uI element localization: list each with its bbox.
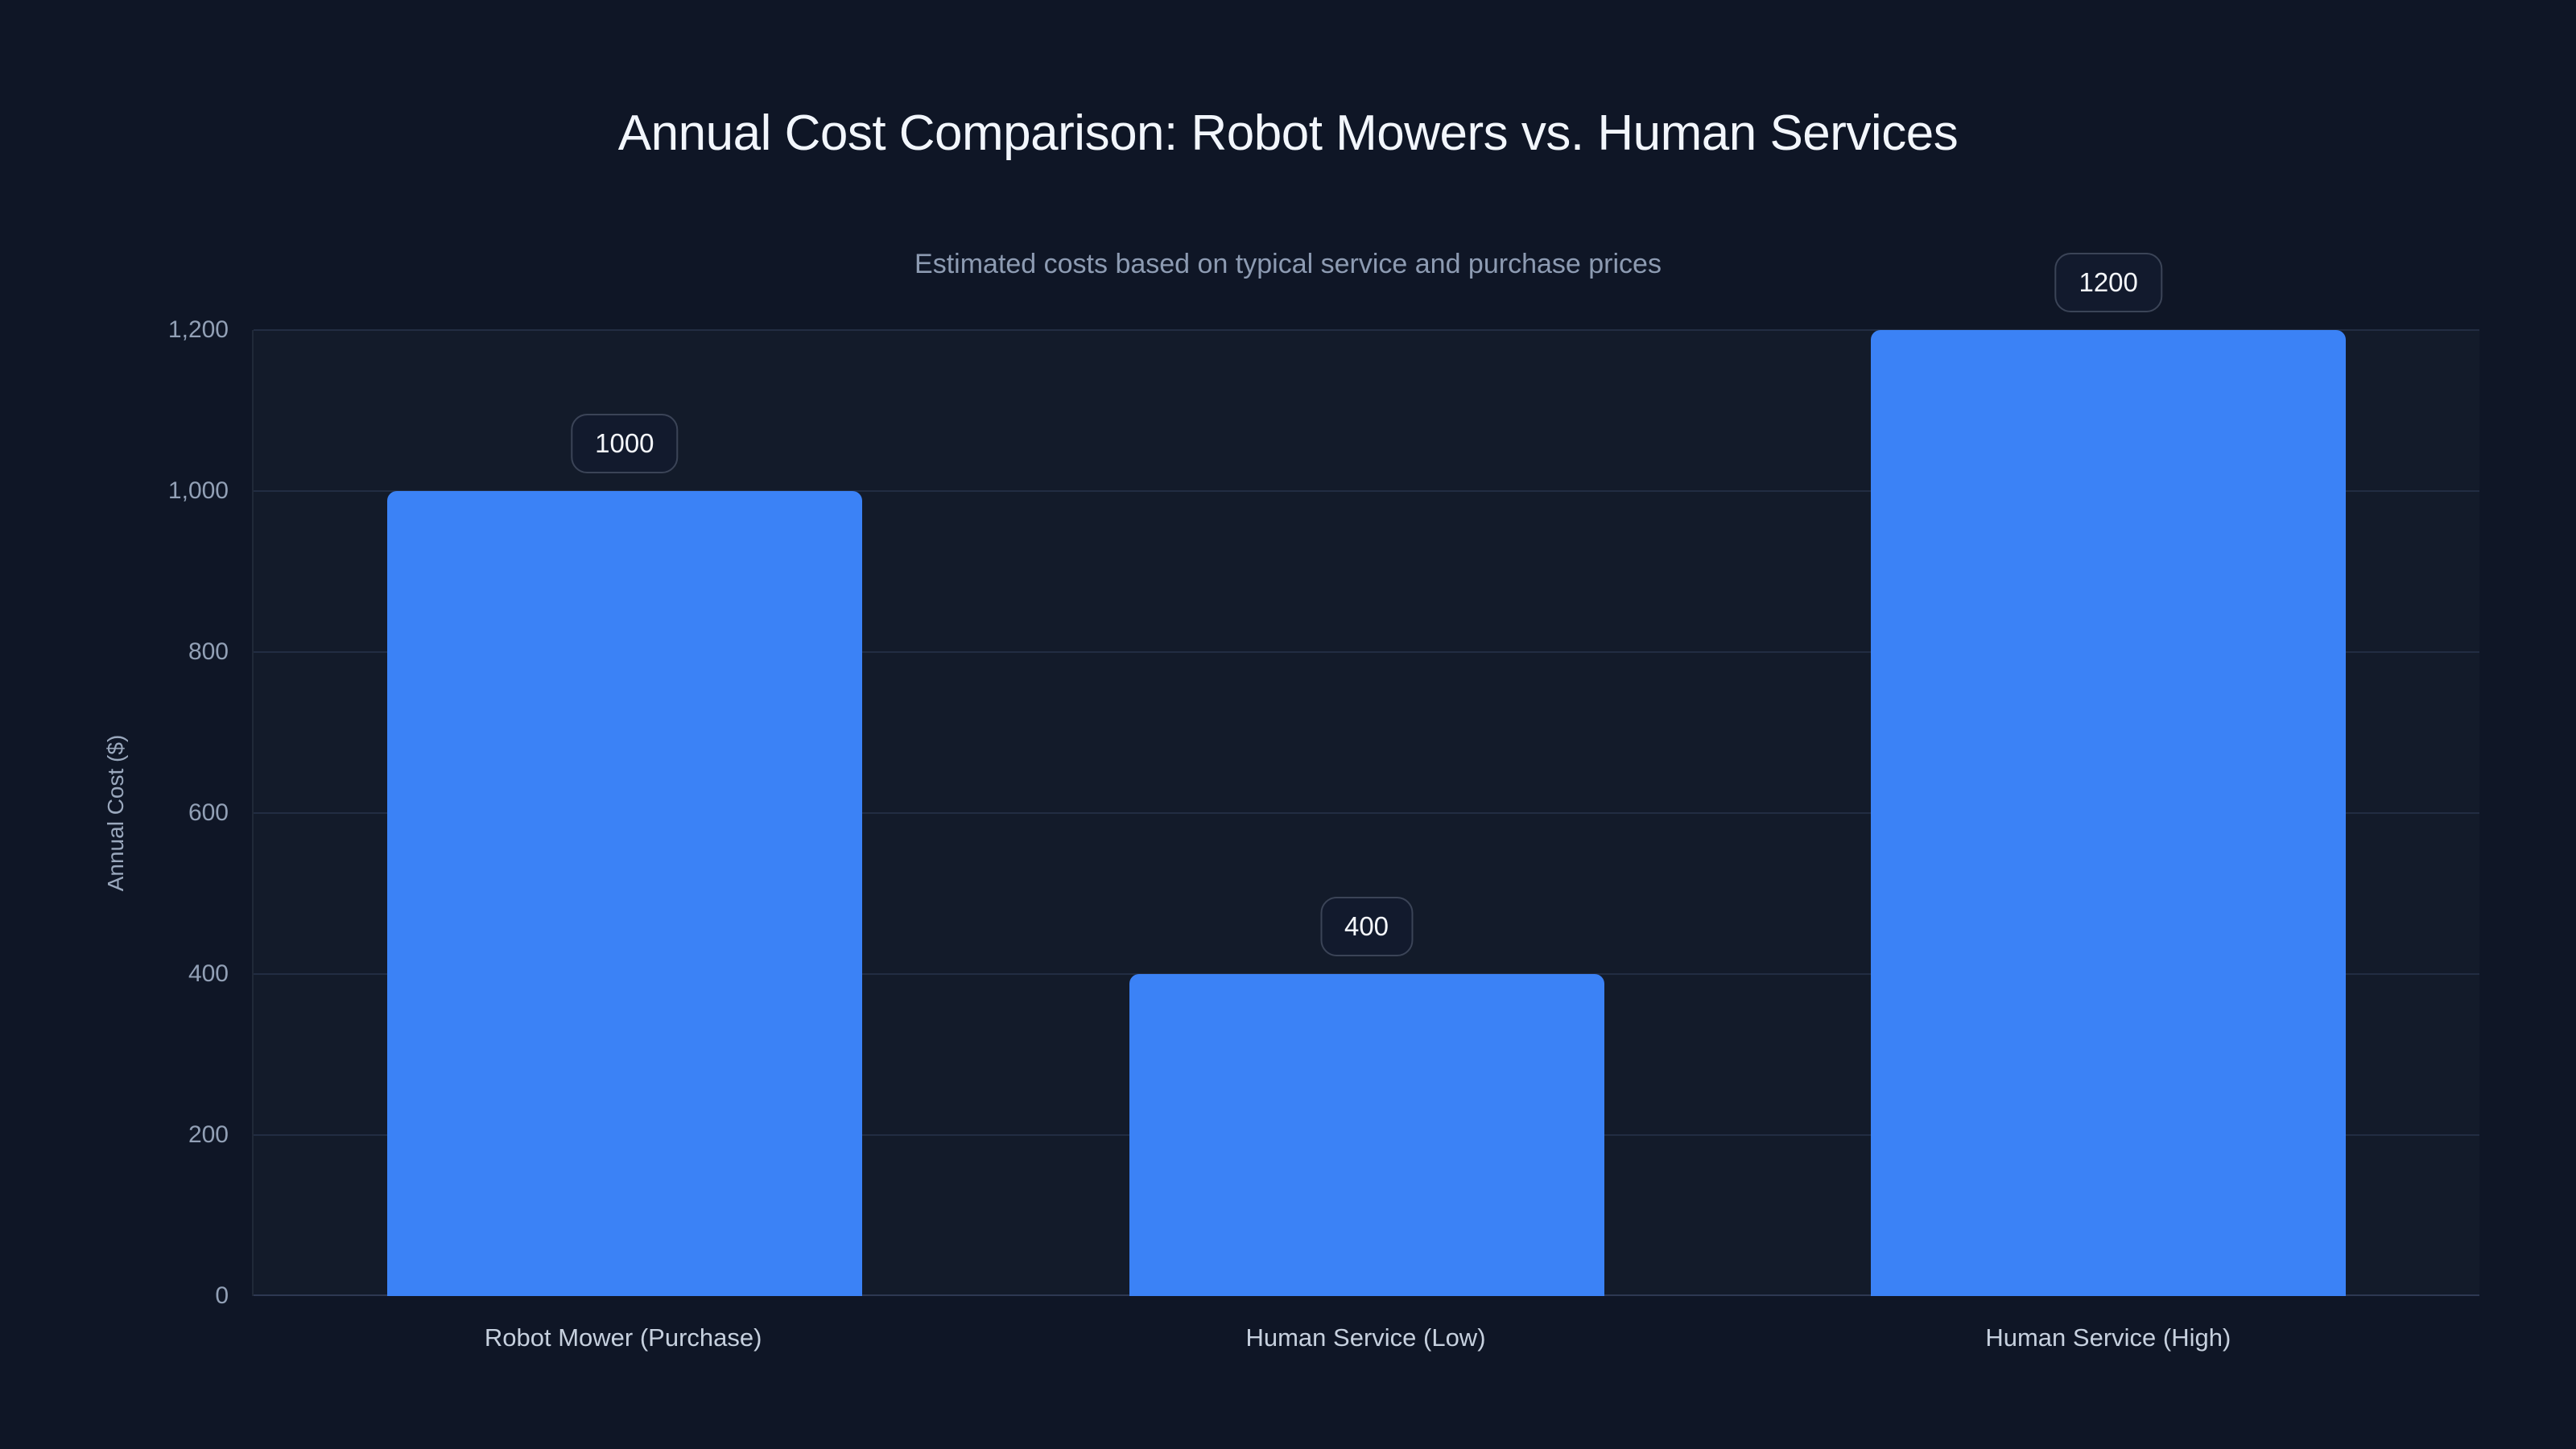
- value-badge: 400: [1319, 897, 1414, 956]
- y-axis-tick-label: 600: [188, 799, 229, 826]
- bar-series: 1000 400 1200: [254, 253, 2479, 1296]
- gridline: [254, 490, 2479, 492]
- bar-band: 1000: [254, 330, 996, 1296]
- bar-3[interactable]: [1871, 330, 2347, 1296]
- y-axis-tick-label: 1,000: [167, 477, 229, 504]
- chart-title: Annual Cost Comparison: Robot Mowers vs.…: [617, 105, 1959, 161]
- x-axis-label: Human Service (Low): [1245, 1323, 1486, 1352]
- bar-2[interactable]: [1129, 974, 1604, 1296]
- bar-band: 400: [996, 330, 1738, 1296]
- y-axis-tick-label: 200: [188, 1121, 229, 1148]
- chart-subtitle: Estimated costs based on typical service…: [914, 249, 1662, 279]
- value-badge: 1000: [571, 414, 679, 473]
- gridline: [254, 329, 2479, 331]
- y-axis-tick-label: 800: [188, 638, 229, 665]
- x-axis-label: Robot Mower (Purchase): [484, 1323, 762, 1352]
- gridline: [254, 651, 2479, 653]
- bar-1[interactable]: [386, 491, 862, 1296]
- y-axis-tick-label: 400: [188, 960, 229, 987]
- x-axis-label: Human Service (High): [1985, 1323, 2231, 1352]
- y-axis-tick-label: 0: [215, 1282, 229, 1309]
- y-axis-tick-label: 1,200: [167, 316, 229, 343]
- plot-area: 1000 400 1200: [252, 253, 2479, 1296]
- value-badge: 1200: [2054, 253, 2162, 312]
- bar-band: 1200: [1737, 253, 2479, 1296]
- gridline: [254, 812, 2479, 814]
